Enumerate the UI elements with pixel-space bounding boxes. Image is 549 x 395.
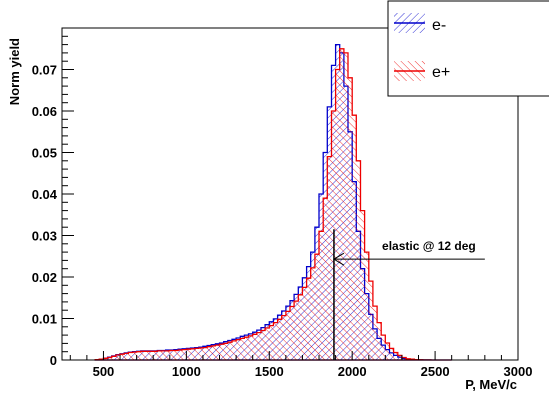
x-tick-label: 1000: [172, 364, 201, 379]
legend: e- e+: [387, 0, 549, 97]
y-tick-label: 0.01: [32, 312, 57, 327]
y-tick-label: 0.04: [32, 187, 58, 202]
axes-layer: 500 1000 1500 2000 2500 3000 0 0.01 0.02 0.03 0.04…: [32, 35, 533, 379]
y-axis-title: Norm yield: [7, 38, 22, 105]
y-tick-label: 0.07: [32, 63, 57, 78]
series-layer: [94, 43, 452, 361]
series-fill-e-plus: [95, 48, 452, 361]
y-tick-label: 0.02: [32, 270, 57, 285]
legend-label-e-minus: e-: [432, 17, 446, 34]
x-axis-title: P, MeV/c: [465, 377, 517, 392]
x-tick-label: 500: [93, 364, 115, 379]
x-tick-label: 1500: [255, 364, 284, 379]
annotation-layer: elastic @ 12 deg: [332, 229, 485, 360]
elastic-arrow-head: [332, 252, 345, 266]
y-tick-label: 0.03: [32, 229, 57, 244]
elastic-annotation-label: elastic @ 12 deg: [382, 239, 476, 253]
y-tick-label: 0.05: [32, 146, 57, 161]
x-tick-label: 2500: [421, 364, 450, 379]
series-outline-e-plus: [94, 48, 452, 361]
y-tick-label: 0: [50, 353, 57, 368]
y-tick-label: 0.06: [32, 104, 57, 119]
x-tick-label: 2000: [338, 364, 367, 379]
x-tick-label: 3000: [504, 364, 533, 379]
legend-label-e-plus: e+: [432, 64, 450, 81]
